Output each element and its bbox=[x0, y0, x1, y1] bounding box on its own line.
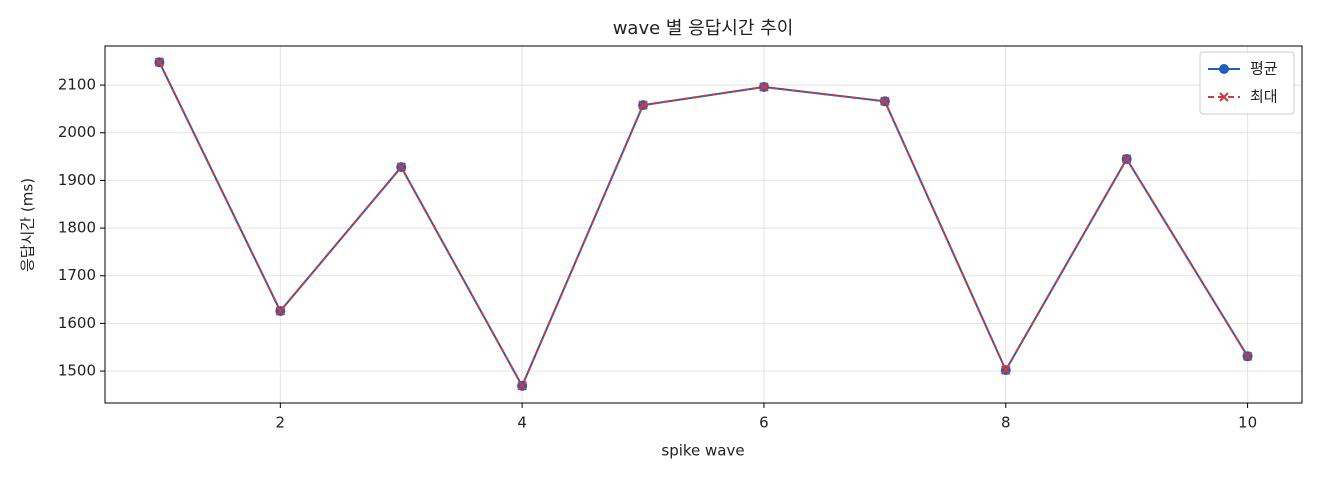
x-tick-label: 4 bbox=[517, 414, 527, 432]
marker bbox=[880, 96, 890, 106]
chart-title: wave 별 응답시간 추이 bbox=[613, 18, 794, 39]
y-tick-label: 1700 bbox=[58, 266, 96, 284]
marker bbox=[1219, 64, 1229, 74]
x-axis-label: spike wave bbox=[661, 442, 744, 460]
series-line bbox=[158, 61, 1249, 389]
y-tick-label: 1800 bbox=[58, 219, 96, 237]
x-tick-label: 10 bbox=[1238, 414, 1257, 432]
y-tick-label: 2000 bbox=[58, 123, 96, 141]
y-axis-label: 응답시간 (ms) bbox=[19, 178, 37, 272]
legend-label: 최대 bbox=[1250, 88, 1278, 106]
x-tick-label: 6 bbox=[759, 414, 769, 432]
marker bbox=[638, 100, 648, 110]
marker bbox=[396, 162, 406, 172]
marker bbox=[517, 381, 527, 391]
marker bbox=[1001, 365, 1011, 375]
plot-frame bbox=[104, 45, 1303, 404]
legend-box bbox=[1199, 51, 1295, 115]
x-tick-label: 8 bbox=[1001, 414, 1011, 432]
y-tick-label: 1900 bbox=[58, 171, 96, 189]
y-tick-label: 1600 bbox=[58, 314, 96, 332]
marker bbox=[1219, 92, 1229, 102]
marker bbox=[1121, 154, 1132, 164]
y-tick-label: 2100 bbox=[58, 76, 96, 94]
x-tick-label: 2 bbox=[276, 414, 286, 432]
marker bbox=[759, 82, 769, 92]
marker bbox=[1242, 351, 1253, 361]
marker bbox=[154, 57, 165, 67]
marker bbox=[275, 306, 286, 316]
y-tick-label: 1500 bbox=[58, 362, 96, 380]
legend-label: 평균 bbox=[1250, 60, 1278, 78]
series-line bbox=[158, 61, 1249, 389]
